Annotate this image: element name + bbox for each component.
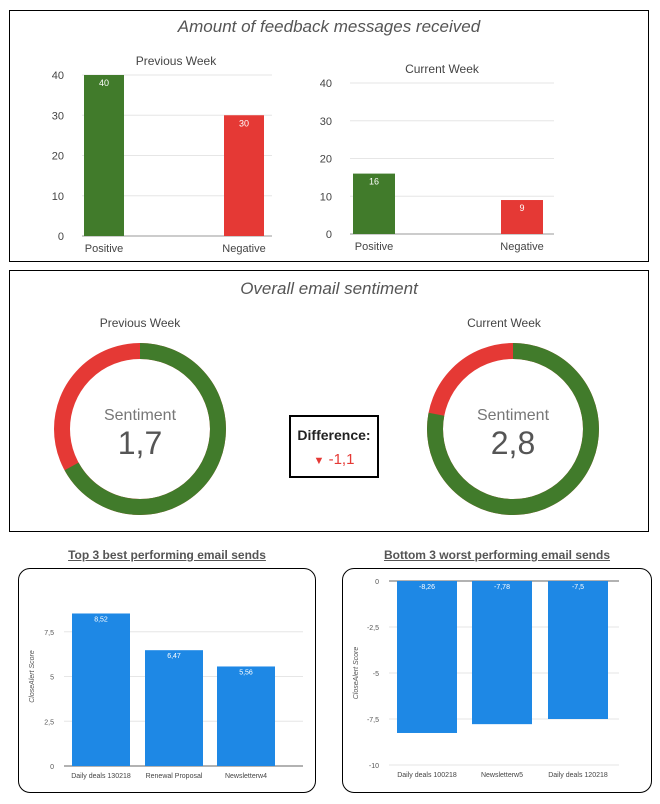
donut-value: 1,7 [118, 425, 162, 461]
y-tick-label: 10 [52, 191, 64, 203]
data-label: 8,52 [94, 616, 108, 623]
data-label: 6,47 [167, 653, 181, 660]
y-tick-label: 0 [326, 229, 332, 241]
donut-title: Current Week [467, 316, 542, 330]
y-tick-label: 40 [52, 70, 64, 82]
worst-sends-title: Bottom 3 worst performing email sends [383, 548, 611, 562]
difference-value: -1,1 [328, 451, 355, 468]
y-tick-label: 30 [52, 110, 64, 122]
donut-positive-segment [54, 343, 226, 515]
y-axis-label: CloseAlert Score [29, 650, 36, 703]
down-arrow-icon: ▼ [313, 455, 325, 467]
y-tick-label: 10 [320, 191, 332, 203]
x-tick-label: Daily deals 130218 [71, 773, 131, 780]
bar [548, 581, 608, 719]
x-tick-label: Positive [355, 241, 394, 253]
data-label: -7,78 [494, 584, 510, 591]
y-tick-label: -2,5 [367, 625, 379, 632]
data-label: -7,5 [572, 584, 584, 591]
data-label: -8,26 [419, 584, 435, 591]
bar-negative [501, 200, 543, 234]
y-tick-label: 0 [375, 579, 379, 586]
bar [72, 613, 130, 766]
feedback-charts: Previous Week 0 10 20 30 40 40 Positive 30 Negati… [52, 54, 554, 255]
y-tick-label: 20 [52, 151, 64, 163]
x-tick-label: Newsletterw4 [225, 773, 267, 780]
bar [397, 581, 457, 733]
y-tick-label: 0 [58, 231, 64, 243]
bar [217, 666, 275, 766]
y-tick-label: 20 [320, 154, 332, 166]
x-tick-label: Newsletterw5 [481, 772, 523, 779]
chart-title: Previous Week [136, 54, 217, 68]
donut-label: Sentiment [477, 407, 550, 424]
best-sends-panel: 0 2,5 5 7,5 CloseAlert Score 8,52 Daily deals … [18, 568, 316, 793]
x-tick-label: Positive [85, 243, 124, 255]
donut-positive-segment [427, 343, 599, 515]
y-tick-label: -7,5 [367, 717, 379, 724]
y-tick-label: -5 [373, 671, 379, 678]
data-label: 9 [519, 203, 524, 213]
bar-positive [353, 173, 395, 234]
bar-positive [84, 75, 124, 236]
y-tick-label: 2,5 [44, 719, 54, 726]
sentiment-panel-title: Overall email sentiment [240, 279, 418, 298]
best-sends-title: Top 3 best performing email sends [68, 548, 266, 562]
sentiment-panel: Overall email sentiment Previous Week Sen… [9, 270, 649, 532]
worst-sends-chart: 0 -2,5 -5 -7,5 -10 CloseAlert Score -8,26 Daily… [353, 579, 619, 779]
bar [145, 650, 203, 766]
data-label: 5,56 [239, 669, 253, 676]
worst-sends-panel: 0 -2,5 -5 -7,5 -10 CloseAlert Score -8,26 Daily… [342, 568, 652, 793]
y-tick-label: 7,5 [44, 630, 54, 637]
data-label: 16 [369, 177, 379, 187]
x-tick-label: Daily deals 120218 [548, 772, 608, 779]
y-tick-label: 40 [320, 78, 332, 90]
data-label: 30 [239, 118, 249, 128]
y-axis-label: CloseAlert Score [353, 647, 360, 700]
y-tick-label: 30 [320, 116, 332, 128]
difference-box: Difference: ▼ -1,1 [289, 415, 379, 478]
best-sends-chart: 0 2,5 5 7,5 CloseAlert Score 8,52 Daily deals … [29, 613, 303, 780]
bar [472, 581, 532, 725]
chart-title: Current Week [405, 62, 480, 76]
y-tick-label: -10 [369, 763, 379, 770]
data-label: 40 [99, 78, 109, 88]
y-tick-label: 5 [50, 675, 54, 682]
feedback-panel-title: Amount of feedback messages received [177, 17, 481, 36]
donut-label: Sentiment [104, 407, 177, 424]
feedback-panel: Amount of feedback messages received Pre… [9, 10, 649, 262]
y-tick-label: 0 [50, 764, 54, 771]
x-tick-label: Renewal Proposal [146, 773, 203, 780]
x-tick-label: Negative [222, 243, 265, 255]
donut-value: 2,8 [491, 425, 535, 461]
difference-label: Difference: [297, 427, 371, 443]
donut-title: Previous Week [100, 316, 181, 330]
bar-negative [224, 115, 264, 236]
x-tick-label: Negative [500, 241, 543, 253]
x-tick-label: Daily deals 100218 [397, 772, 457, 779]
difference-value-row: ▼ -1,1 [291, 451, 377, 468]
